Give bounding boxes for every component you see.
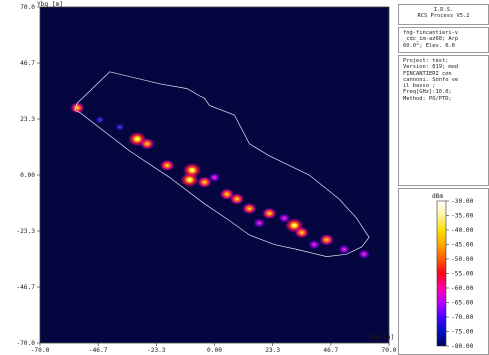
hot-spot <box>262 207 277 219</box>
hot-spot <box>253 218 266 228</box>
hot-spot <box>229 193 244 205</box>
colorbar-unit: dBm <box>432 193 443 200</box>
y-tick-label: 0.00 <box>20 172 35 179</box>
y-tick-label: -46.7 <box>16 284 35 291</box>
project-line-2: Version: 019; mod <box>403 64 459 71</box>
colorbar-label: -65.00 <box>451 300 474 307</box>
hot-spot <box>338 244 351 255</box>
hot-spot <box>94 115 105 124</box>
hot-spot <box>114 123 125 131</box>
axes: -70.0 -46.7 -23.3 0.00 23.3 46.7 70.0 70.0 46.7 2… <box>16 4 396 354</box>
colorbar-label: -35.00 <box>451 213 474 220</box>
x-tick-label: 0.00 <box>207 347 222 354</box>
hot-spot <box>70 102 85 114</box>
hot-spot <box>308 239 321 250</box>
colorbar: dBm -30.00 -35.00 -40.00 -45.00 -50.00 -55.00… <box>432 193 474 350</box>
project-line-1: Project: test; <box>403 58 449 64</box>
colorbar-label: -70.00 <box>451 314 474 321</box>
colorbar-panel: dBm -30.00 -35.00 -40.00 -45.00 -50.00 -55.00… <box>398 188 489 355</box>
ship-outline <box>74 71 370 257</box>
colorbar-segment <box>437 244 446 259</box>
y-tick-label: -23.3 <box>16 228 35 235</box>
x-tick-label: 23.3 <box>265 347 280 354</box>
colorbar-segment <box>437 288 446 303</box>
software-name: I.D.S. <box>433 7 454 13</box>
colorbar-label: -80.00 <box>451 343 474 350</box>
y-tick-label: 70.0 <box>20 4 35 11</box>
file-line-3: 60.0°; Elev. 0.0 <box>403 42 455 49</box>
hot-spot <box>197 176 212 188</box>
hot-spot <box>294 227 309 239</box>
colorbar-segment <box>437 317 446 332</box>
project-line-7: Method: PO/PTD; <box>403 95 452 102</box>
colorbar-label: -75.00 <box>451 329 474 336</box>
x-tick-label: 70.0 <box>382 347 397 354</box>
colorbar-segment <box>437 259 446 274</box>
software-version: RCS Process V5.2 <box>417 13 470 20</box>
file-line-2: _cdc_im-az60; Arp <box>403 36 459 43</box>
hot-spot <box>358 249 371 259</box>
project-line-6: Freq[GHz]:10.0; <box>403 89 452 96</box>
title-panel: I.D.S. RCS Process V5.2 <box>398 4 489 25</box>
hot-spot <box>319 234 334 246</box>
file-panel: fng-fincantieri-v _cdc_im-az60; Arp 60.0… <box>398 27 489 53</box>
hot-spot <box>208 172 221 183</box>
hull-outline <box>74 71 370 257</box>
hot-spot <box>242 203 257 215</box>
colorbar-label: -45.00 <box>451 242 474 249</box>
colorbar-segment <box>437 230 446 245</box>
y-tick-label: -70.0 <box>16 340 35 347</box>
hotspot-layer <box>70 102 371 259</box>
y-tick-label: 23.3 <box>20 116 35 123</box>
colorbar-segment <box>437 273 446 288</box>
hot-spot <box>140 138 155 150</box>
x-tick-label: -70.0 <box>31 347 50 354</box>
project-panel: Project: test; Version: 019; mod FINCANT… <box>398 55 489 186</box>
hot-spot <box>183 163 202 178</box>
x-tick-label: -23.3 <box>147 347 166 354</box>
file-line-1: fng-fincantieri-v <box>403 30 459 36</box>
colorbar-segment <box>437 302 446 317</box>
project-line-5: il basso ; <box>403 83 436 90</box>
y-tick-label: 46.7 <box>20 60 35 67</box>
project-line-3: FINCANTIERI con <box>403 70 452 77</box>
colorbar-label: -40.00 <box>451 227 474 234</box>
colorbar-label: -50.00 <box>451 256 474 263</box>
x-axis-label: Xbg [m] <box>368 334 394 341</box>
colorbar-scale: -30.00 -35.00 -40.00 -45.00 -50.00 -55.00 -60.… <box>436 198 474 350</box>
hot-spot <box>160 159 175 171</box>
colorbar-segment <box>437 201 446 216</box>
y-axis-label: Ybg [m] <box>37 1 63 8</box>
hot-spot <box>278 213 291 223</box>
colorbar-segment <box>437 331 446 346</box>
x-tick-label: -46.7 <box>89 347 108 354</box>
colorbar-label: -55.00 <box>451 271 474 278</box>
x-tick-label: 46.7 <box>323 347 338 354</box>
colorbar-label: -30.00 <box>451 198 474 205</box>
colorbar-segment <box>437 215 446 230</box>
project-line-4: cannoni. Sonfo ve <box>403 76 459 83</box>
colorbar-label: -60.00 <box>451 285 474 292</box>
